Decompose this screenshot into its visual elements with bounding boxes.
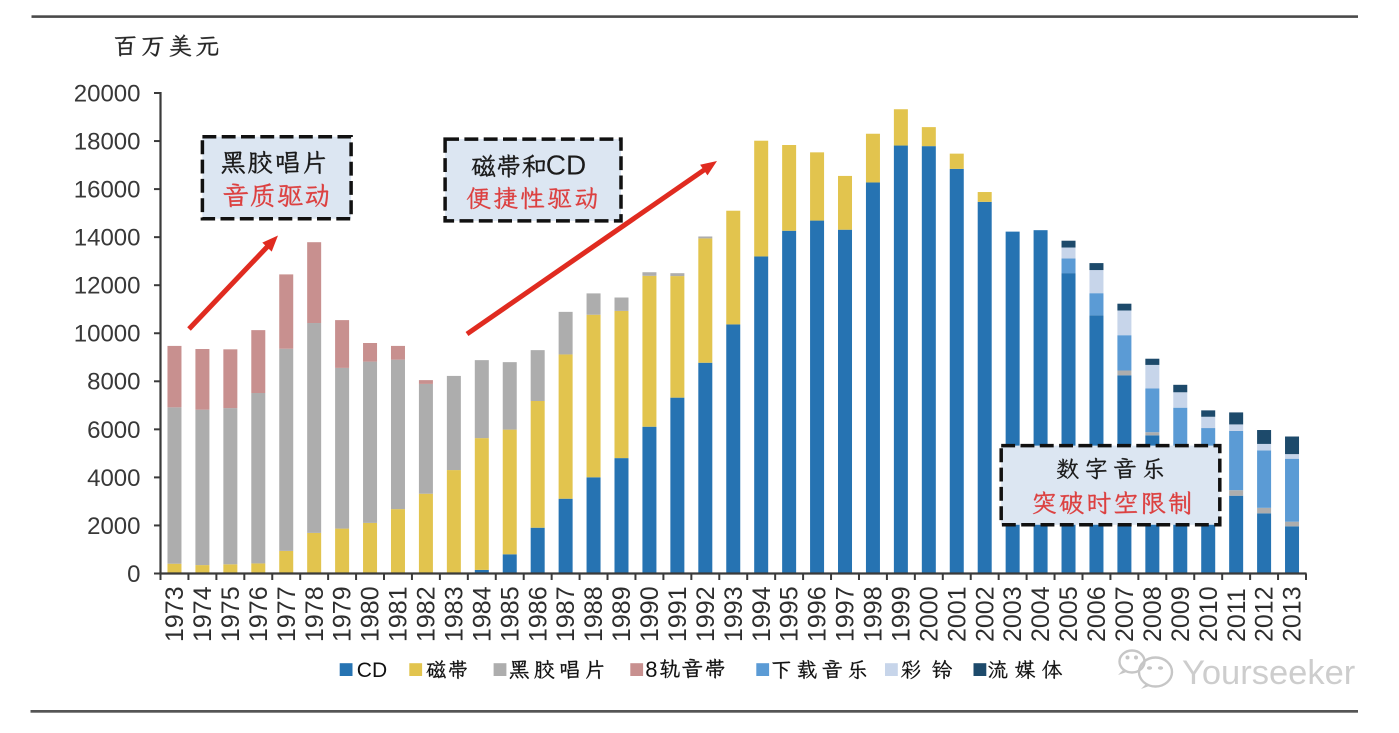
svg-text:1992: 1992 [692, 586, 720, 642]
svg-text:2008: 2008 [1139, 586, 1167, 642]
svg-text:1983: 1983 [440, 586, 468, 642]
svg-text:1987: 1987 [552, 586, 580, 642]
svg-text:16000: 16000 [74, 177, 141, 204]
svg-text:1986: 1986 [524, 586, 552, 642]
svg-text:1995: 1995 [776, 586, 804, 642]
svg-text:1990: 1990 [636, 586, 664, 642]
svg-text:2006: 2006 [1083, 586, 1111, 642]
svg-text:20000: 20000 [74, 80, 141, 107]
svg-text:8000: 8000 [87, 369, 140, 396]
svg-text:2002: 2002 [971, 586, 999, 642]
svg-text:1982: 1982 [413, 586, 441, 642]
svg-text:2010: 2010 [1195, 586, 1223, 642]
svg-text:1977: 1977 [273, 586, 301, 642]
svg-text:1996: 1996 [804, 586, 832, 642]
svg-text:6000: 6000 [87, 417, 140, 444]
svg-text:CD: CD [546, 150, 586, 181]
svg-text:1976: 1976 [245, 586, 273, 642]
svg-text:1980: 1980 [357, 586, 385, 642]
svg-text:Yourseeker: Yourseeker [1182, 654, 1355, 692]
svg-text:1989: 1989 [608, 586, 636, 642]
svg-text:1998: 1998 [860, 586, 888, 642]
svg-text:18000: 18000 [74, 128, 141, 155]
svg-text:1991: 1991 [664, 586, 692, 642]
svg-text:1985: 1985 [496, 586, 524, 642]
svg-text:2005: 2005 [1055, 586, 1083, 642]
svg-text:1988: 1988 [580, 586, 608, 642]
svg-text:4000: 4000 [87, 465, 140, 492]
svg-text:1973: 1973 [161, 586, 189, 642]
svg-text:0: 0 [127, 561, 140, 588]
svg-text:1984: 1984 [468, 586, 496, 642]
svg-text:14000: 14000 [74, 225, 141, 252]
svg-text:1981: 1981 [385, 586, 413, 642]
svg-text:10000: 10000 [74, 321, 141, 348]
svg-text:2003: 2003 [999, 586, 1027, 642]
svg-text:12000: 12000 [74, 273, 141, 300]
svg-text:2009: 2009 [1167, 586, 1195, 642]
svg-text:2000: 2000 [915, 586, 943, 642]
svg-text:1978: 1978 [301, 586, 329, 642]
svg-text:2004: 2004 [1027, 586, 1055, 642]
svg-text:2000: 2000 [87, 513, 140, 540]
svg-text:CD: CD [357, 659, 387, 682]
svg-text:2012: 2012 [1251, 586, 1279, 642]
svg-text:1999: 1999 [887, 586, 915, 642]
svg-text:1997: 1997 [832, 586, 860, 642]
svg-text:1974: 1974 [189, 586, 217, 642]
svg-text:2007: 2007 [1111, 586, 1139, 642]
svg-text:1994: 1994 [748, 586, 776, 642]
svg-text:8: 8 [645, 657, 657, 682]
svg-text:1975: 1975 [217, 586, 245, 642]
svg-text:1979: 1979 [329, 586, 357, 642]
svg-text:2013: 2013 [1279, 586, 1307, 642]
svg-text:1993: 1993 [720, 586, 748, 642]
svg-text:2011: 2011 [1223, 588, 1251, 642]
svg-text:2001: 2001 [943, 586, 971, 642]
